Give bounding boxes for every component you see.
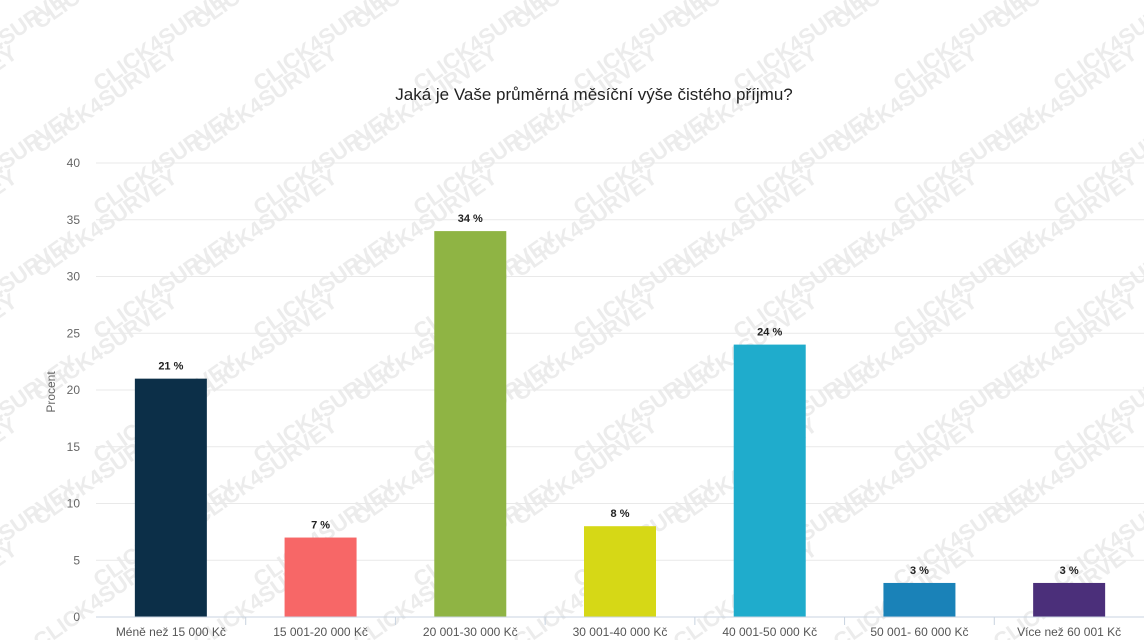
category-label: Méně než 15 000 Kč [116, 625, 226, 639]
y-axis-label: Procent [44, 371, 58, 413]
bar [1033, 582, 1106, 617]
category-label: 20 001-30 000 Kč [423, 625, 518, 639]
data-label: 3 % [1060, 565, 1079, 577]
y-tick-label: 30 [67, 270, 81, 284]
bar [733, 344, 806, 617]
y-tick-label: 25 [67, 326, 81, 340]
y-tick-label: 10 [67, 497, 81, 511]
data-label: 21 % [158, 361, 183, 373]
data-labels: 21 % 7 % 34 % 8 % 24 % 3 % 3 % [158, 213, 1079, 577]
category-label: Více než 60 001 Kč [1017, 625, 1121, 639]
watermark-text: CLICK4SURVEY [0, 474, 82, 592]
category-labels: Méně než 15 000 Kč 15 001-20 000 Kč 20 001… [116, 617, 1121, 639]
watermark-text: CLICK4SURVEY [0, 536, 22, 640]
bar [284, 537, 357, 617]
y-tick-label: 40 [67, 156, 81, 170]
chart-title: Jaká je Vaše průměrná měsíční výše čisté… [395, 85, 792, 104]
y-tick-label: 0 [73, 610, 80, 624]
bars [134, 231, 1106, 617]
y-axis-ticks: 0 5 10 15 20 25 30 35 40 [67, 156, 81, 624]
gridlines [96, 162, 1144, 561]
data-label: 24 % [757, 327, 782, 339]
data-label: 8 % [611, 508, 630, 520]
y-tick-label: 20 [67, 383, 81, 397]
bar [584, 526, 656, 617]
category-label: 15 001-20 000 Kč [273, 625, 368, 639]
category-label: 30 001-40 000 Kč [573, 625, 668, 639]
bar [434, 231, 507, 617]
category-label: 40 001-50 000 Kč [722, 625, 817, 639]
bar [134, 378, 207, 617]
bar [883, 582, 956, 617]
data-label: 3 % [910, 565, 929, 577]
y-tick-label: 5 [73, 553, 80, 567]
category-label: 50 001- 60 000 Kč [870, 625, 968, 639]
data-label: 7 % [311, 520, 330, 532]
y-tick-label: 15 [67, 440, 81, 454]
y-tick-label: 35 [67, 213, 81, 227]
data-label: 34 % [458, 213, 483, 225]
